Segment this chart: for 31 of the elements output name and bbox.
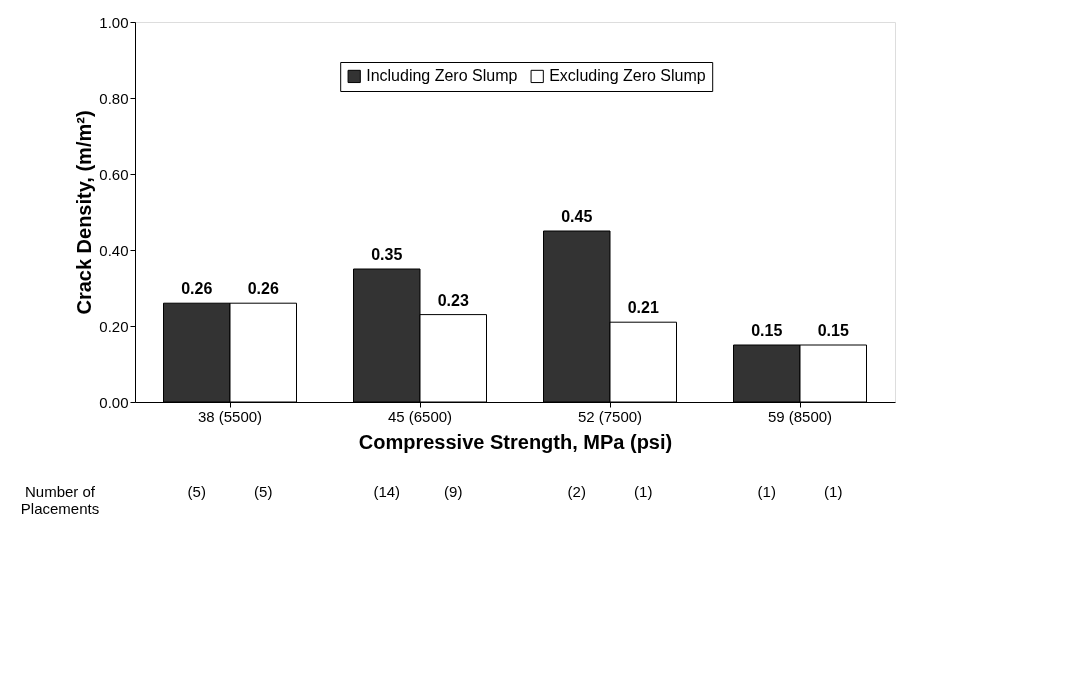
x-tick-label: 38 (5500) [197,407,263,425]
x-tick-label: 52 (7500) [577,407,643,425]
y-tick-label: 0.80 [99,89,129,107]
text: (1) [824,483,843,500]
text: (9) [444,483,463,500]
y-axis-title: Crack Density, (m/m²) [73,110,96,315]
text: (5) [254,483,273,500]
text: (14) [373,483,401,500]
data-label: 0.45 [561,208,593,225]
data-label: 0.15 [751,322,783,339]
text: (1) [757,483,776,500]
y-tick-label: 1.00 [99,13,129,31]
text: (2) [567,483,586,500]
y-tick-label: 0.40 [99,241,129,259]
data-label: 0.21 [627,299,659,317]
text: (1) [634,483,653,500]
legend-label: Excluding Zero Slump [549,67,706,85]
text: Number of Placements [20,483,100,517]
data-label: 0.23 [437,291,469,309]
data-label: 0.15 [817,322,849,339]
y-tick-label: 0.20 [99,317,129,335]
text: (5) [187,483,206,500]
data-label: 0.35 [371,246,403,263]
x-axis-title: Compressive Strength, MPa (psi) [358,430,673,453]
y-tick-label: 0.00 [99,393,129,411]
y-tick-label: 0.60 [99,165,129,183]
data-label: 0.26 [247,280,279,298]
legend-label: Including Zero Slump [366,67,518,85]
data-label: 0.26 [181,280,213,298]
x-tick-label: 59 (8500) [767,407,833,425]
x-tick-label: 45 (6500) [387,407,453,425]
